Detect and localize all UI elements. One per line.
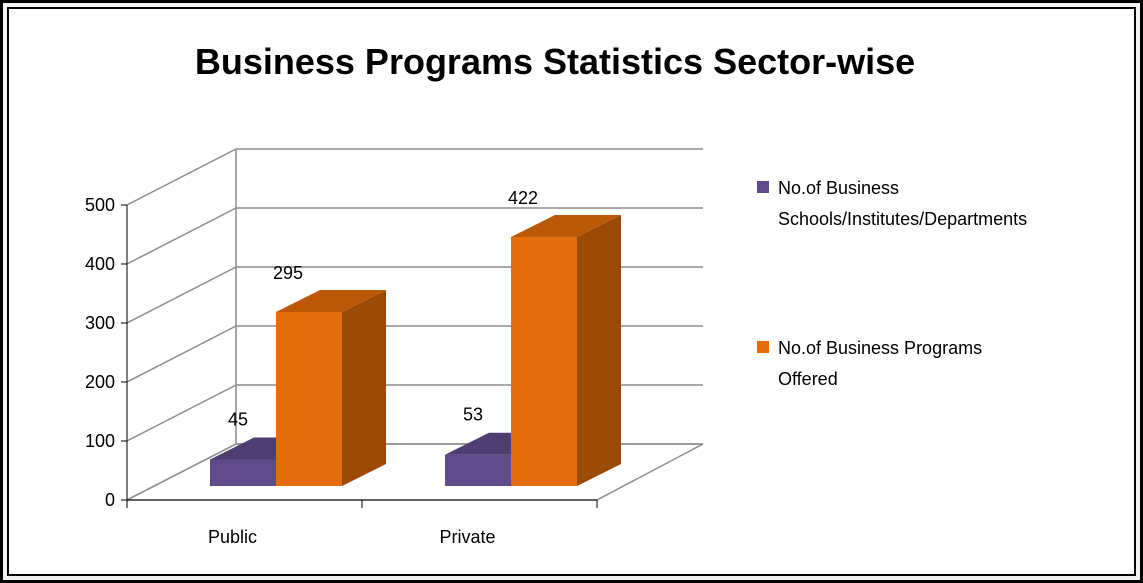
bar-side-face: [577, 215, 621, 486]
y-tick-label: 400: [85, 254, 115, 274]
legend-label: Offered: [778, 369, 838, 389]
bar-private-programs: [511, 215, 621, 486]
y-tick-label: 300: [85, 313, 115, 333]
bar-front-face: [210, 459, 276, 486]
data-label: 45: [228, 409, 248, 429]
legend: No.of Business Schools/Institutes/Departm…: [757, 178, 1027, 389]
frame-gap: [3, 3, 1140, 580]
bar-front-face: [276, 311, 342, 486]
bar-side-face: [342, 289, 386, 486]
legend-label: No.of Business Programs: [778, 338, 982, 358]
data-label: 53: [463, 405, 483, 425]
side-wall-gridline: [126, 384, 237, 442]
bar-front-face: [445, 454, 511, 486]
bar-public-programs: [276, 289, 386, 486]
bar-front-face: [511, 237, 577, 486]
inner-frame: [7, 7, 1136, 576]
legend-swatch: [757, 181, 769, 193]
y-tick-label: 200: [85, 372, 115, 392]
bar-layer: [210, 215, 621, 486]
bar-top-face: [511, 215, 621, 238]
side-wall-gridline: [126, 443, 237, 501]
side-wall-gridline: [126, 207, 237, 265]
side-wall-gridline: [126, 148, 237, 206]
y-tick-label: 100: [85, 431, 115, 451]
data-label: 295: [273, 263, 303, 283]
x-category-label: Private: [439, 527, 495, 547]
x-category-label: Public: [208, 527, 257, 547]
chart-title: Business Programs Statistics Sector-wise: [195, 41, 915, 82]
label-layer: 45 295 53 422: [228, 188, 538, 429]
legend-label: No.of Business: [778, 178, 899, 198]
side-wall-gridline: [126, 325, 237, 383]
legend-label: Schools/Institutes/Departments: [778, 209, 1027, 229]
y-tick-label: 0: [105, 490, 115, 510]
axis-layer: 0 100 200 300 400 500 Public Private: [85, 195, 598, 547]
side-wall-gridline: [126, 266, 237, 324]
data-label: 422: [508, 188, 538, 208]
legend-swatch: [757, 341, 769, 353]
y-tick-label: 500: [85, 195, 115, 215]
bar-top-face: [276, 289, 386, 312]
